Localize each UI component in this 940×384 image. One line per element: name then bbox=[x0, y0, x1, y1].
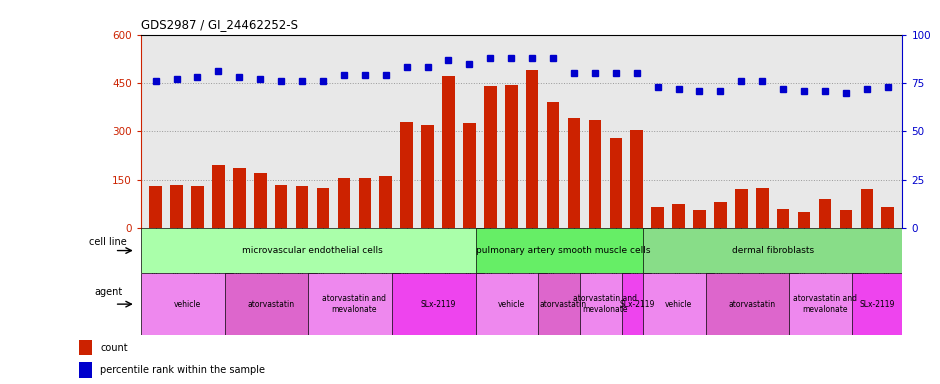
Bar bbox=[191, 186, 204, 228]
Bar bbox=[358, 178, 371, 228]
Text: SLx-2119: SLx-2119 bbox=[859, 300, 895, 309]
Bar bbox=[337, 178, 351, 228]
Bar bbox=[476, 273, 547, 335]
Bar bbox=[463, 123, 476, 228]
Bar bbox=[392, 273, 484, 335]
Bar bbox=[643, 273, 714, 335]
Bar bbox=[421, 125, 434, 228]
Bar bbox=[693, 210, 706, 228]
Bar bbox=[588, 120, 602, 228]
Text: pulmonary artery smooth muscle cells: pulmonary artery smooth muscle cells bbox=[477, 246, 650, 255]
Text: agent: agent bbox=[94, 287, 122, 297]
Text: count: count bbox=[100, 343, 128, 353]
Bar bbox=[580, 273, 631, 335]
Bar bbox=[476, 228, 651, 273]
Bar bbox=[756, 188, 769, 228]
Text: SLx-2119: SLx-2119 bbox=[619, 300, 654, 309]
Bar bbox=[484, 86, 496, 228]
Bar bbox=[380, 177, 392, 228]
Text: atorvastatin and
mevalonate: atorvastatin and mevalonate bbox=[793, 295, 857, 314]
Bar bbox=[776, 209, 790, 228]
Text: cell line: cell line bbox=[89, 237, 127, 247]
Bar bbox=[735, 189, 747, 228]
Bar bbox=[853, 273, 902, 335]
Bar bbox=[79, 362, 92, 378]
Text: percentile rank within the sample: percentile rank within the sample bbox=[100, 365, 265, 375]
Bar bbox=[170, 185, 183, 228]
Bar bbox=[149, 186, 162, 228]
Bar bbox=[274, 185, 288, 228]
Bar bbox=[819, 199, 831, 228]
Text: atorvastatin and
mevalonate: atorvastatin and mevalonate bbox=[322, 295, 386, 314]
Text: atorvastatin: atorvastatin bbox=[728, 300, 775, 309]
Bar bbox=[141, 228, 484, 273]
Bar bbox=[643, 228, 902, 273]
Bar bbox=[442, 76, 455, 228]
Bar bbox=[308, 273, 400, 335]
Text: dermal fibroblasts: dermal fibroblasts bbox=[731, 246, 814, 255]
Bar bbox=[212, 165, 225, 228]
Bar bbox=[790, 273, 860, 335]
Text: atorvastatin and
mevalonate: atorvastatin and mevalonate bbox=[573, 295, 637, 314]
Text: vehicle: vehicle bbox=[173, 300, 200, 309]
Bar bbox=[798, 212, 810, 228]
Text: SLx-2119: SLx-2119 bbox=[420, 300, 456, 309]
Bar bbox=[631, 130, 643, 228]
Bar bbox=[317, 188, 329, 228]
Bar bbox=[225, 273, 317, 335]
Bar bbox=[839, 210, 853, 228]
Text: atorvastatin: atorvastatin bbox=[540, 300, 588, 309]
Bar bbox=[141, 273, 233, 335]
Text: GDS2987 / GI_24462252-S: GDS2987 / GI_24462252-S bbox=[141, 18, 298, 31]
Bar bbox=[714, 202, 727, 228]
Bar bbox=[860, 189, 873, 228]
Bar bbox=[547, 102, 559, 228]
Bar bbox=[79, 340, 92, 356]
Text: atorvastatin: atorvastatin bbox=[247, 300, 294, 309]
Bar bbox=[706, 273, 798, 335]
Text: vehicle: vehicle bbox=[665, 300, 692, 309]
Bar bbox=[651, 207, 664, 228]
Bar bbox=[254, 173, 267, 228]
Bar bbox=[233, 169, 245, 228]
Bar bbox=[400, 122, 413, 228]
Text: vehicle: vehicle bbox=[497, 300, 525, 309]
Bar bbox=[622, 273, 651, 335]
Bar bbox=[609, 138, 622, 228]
Bar bbox=[505, 84, 518, 228]
Bar bbox=[539, 273, 588, 335]
Text: microvascular endothelial cells: microvascular endothelial cells bbox=[243, 246, 383, 255]
Bar bbox=[296, 186, 308, 228]
Bar bbox=[672, 204, 685, 228]
Bar bbox=[568, 118, 580, 228]
Bar bbox=[525, 70, 539, 228]
Bar bbox=[882, 207, 894, 228]
